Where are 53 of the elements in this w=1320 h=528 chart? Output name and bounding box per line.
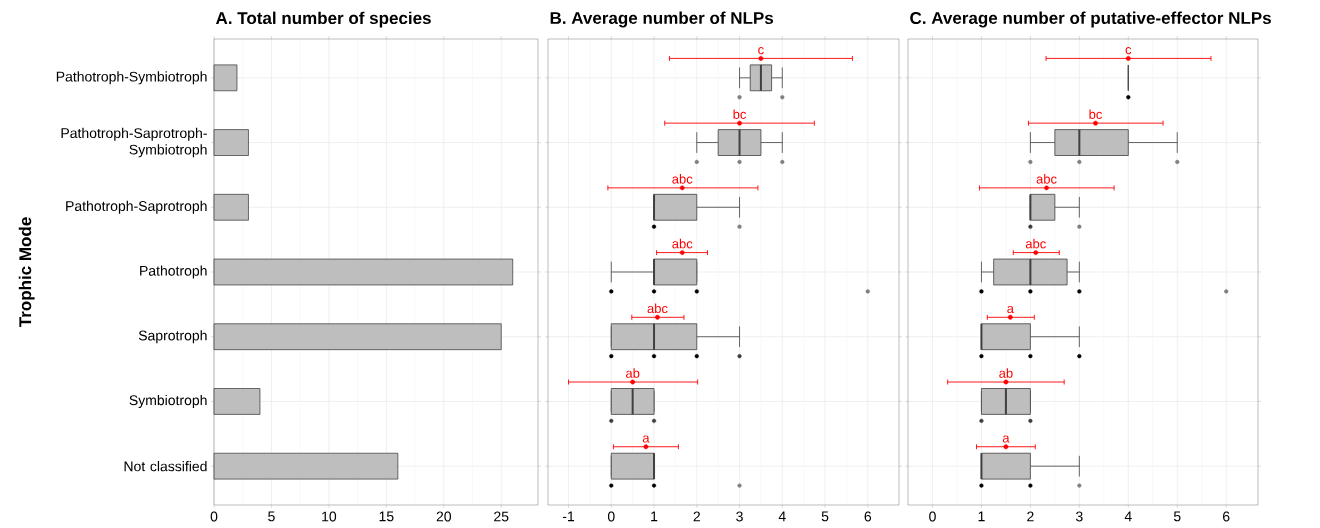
x-tick-label: 4 <box>778 511 786 522</box>
y-tick-label: Not classified <box>124 461 207 472</box>
x-tick-label: 4 <box>1124 511 1132 522</box>
annotation: c <box>1125 47 1132 55</box>
x-tick-label: -1 <box>562 511 575 522</box>
x-tick-label: 10 <box>322 511 337 522</box>
bar <box>213 193 249 221</box>
x-tick-label: 1 <box>978 511 985 522</box>
annotation: ab <box>625 368 640 378</box>
chart-title: A. Total number of species <box>215 11 431 28</box>
bar <box>213 129 249 156</box>
chart-title: B. Average number of NLPs <box>550 11 774 28</box>
y-tick-label: Pathotroph <box>140 265 207 279</box>
x-tick-label: 0 <box>607 511 615 522</box>
x-tick-label: 20 <box>436 511 452 522</box>
y-axis-title: Trophic Mode <box>18 217 35 328</box>
x-tick-label: 15 <box>379 511 394 522</box>
bar <box>213 452 399 480</box>
x-tick-label: 1 <box>651 511 658 522</box>
annotation: abc <box>672 174 693 184</box>
annotation: a <box>642 435 650 443</box>
annotation: abc <box>1036 174 1057 184</box>
x-tick-label: 2 <box>1027 511 1034 522</box>
x-tick-label: 5 <box>821 511 829 522</box>
annotation: a <box>1002 435 1010 443</box>
x-tick-label: 25 <box>494 511 509 522</box>
y-tick-label: Pathotroph-Symbiotroph <box>56 71 207 85</box>
bar <box>213 323 502 351</box>
y-tick-label: Pathotroph-Saprotroph-Symbiotroph <box>61 127 207 158</box>
annotation: a <box>1007 305 1014 314</box>
x-tick-label: 0 <box>210 511 218 522</box>
bar <box>213 388 261 415</box>
chart-title: C. Average number of putative-effector NLPs <box>910 11 1271 28</box>
annotation: c <box>758 47 764 55</box>
y-tick-label: Symbiotroph <box>129 394 207 408</box>
annotation: abc <box>647 303 668 314</box>
x-tick-label: 0 <box>929 511 936 522</box>
annotation: ab <box>999 368 1013 378</box>
x-tick-label: 6 <box>864 511 872 522</box>
x-tick-label: 3 <box>1075 511 1083 522</box>
annotation: bc <box>733 109 747 119</box>
bar <box>213 64 238 92</box>
y-tick-label: Pathotroph-Saprotroph <box>66 200 207 214</box>
x-tick-label: 5 <box>1173 511 1181 522</box>
annotation: abc <box>672 238 693 249</box>
annotation: bc <box>1089 109 1103 119</box>
x-tick-label: 6 <box>1223 511 1230 522</box>
annotation: abc <box>1025 238 1046 249</box>
x-tick-label: 5 <box>268 511 275 522</box>
x-tick-label: 3 <box>736 511 743 522</box>
bar <box>213 258 514 286</box>
y-tick-label: Saprotroph <box>138 330 207 344</box>
x-tick-label: 2 <box>693 511 700 522</box>
